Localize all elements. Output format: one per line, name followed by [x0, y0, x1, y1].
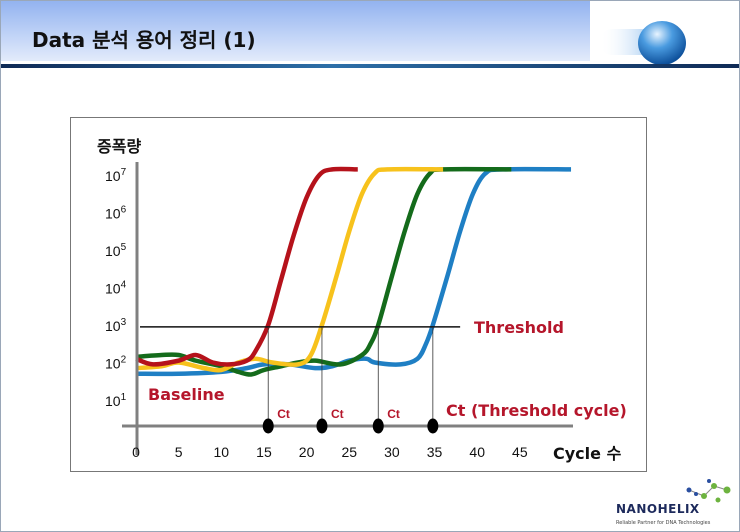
x-tick-label: 0: [132, 444, 140, 460]
y-tick-label: 106: [105, 205, 127, 222]
y-axis-label: 증폭량: [97, 137, 142, 156]
x-tick-label: 10: [214, 444, 230, 460]
y-tick-label: 107: [105, 167, 127, 184]
logo-name: NANOHELIX: [616, 502, 700, 516]
ct-label: Ct: [387, 407, 400, 421]
orb-icon: [600, 21, 686, 65]
ct-marker: [427, 418, 439, 434]
orb-decoration: [590, 1, 739, 65]
x-tick-label: 45: [512, 444, 528, 460]
x-tick-label: 30: [384, 444, 400, 460]
y-tick-label: 104: [105, 280, 127, 297]
ct-label: Ct: [277, 407, 290, 421]
series-blue-line: [135, 166, 572, 377]
x-tick-label: 40: [469, 444, 485, 460]
ct-marker: [316, 418, 328, 434]
y-tick-label: 101: [105, 392, 127, 409]
title-banner: [1, 1, 590, 61]
y-tick-label: 102: [105, 355, 127, 372]
logo-tagline: Reliable Partner for DNA Technologies: [616, 520, 711, 526]
x-tick-label: 25: [341, 444, 357, 460]
x-tick-label: 35: [427, 444, 443, 460]
baseline-label: Baseline: [148, 385, 225, 404]
threshold-label: Threshold: [474, 318, 564, 337]
x-tick-label: 20: [299, 444, 315, 460]
chart-frame: [70, 117, 647, 472]
ct-marker: [372, 418, 384, 434]
series-green-line: [135, 166, 512, 377]
series-yellow-line: [135, 166, 444, 373]
ct-label: Ct: [331, 407, 344, 421]
x-axis-label: Cycle 수: [553, 444, 622, 463]
series-red-line: [135, 166, 358, 367]
y-tick-label: 105: [105, 242, 127, 259]
x-tick-label: 15: [256, 444, 272, 460]
page-title: Data 분석 용어 정리 (1): [32, 28, 256, 52]
nanohelix-logo: NANOHELIX Reliable Partner for DNA Techn…: [614, 476, 738, 530]
y-tick-label: 103: [105, 317, 127, 334]
helix-logo-icon: [686, 479, 731, 503]
ct-marker: [262, 418, 274, 434]
banner-divider: [1, 64, 739, 68]
x-tick-label: 5: [175, 444, 183, 460]
ct-legend-label: Ct (Threshold cycle): [446, 401, 627, 420]
